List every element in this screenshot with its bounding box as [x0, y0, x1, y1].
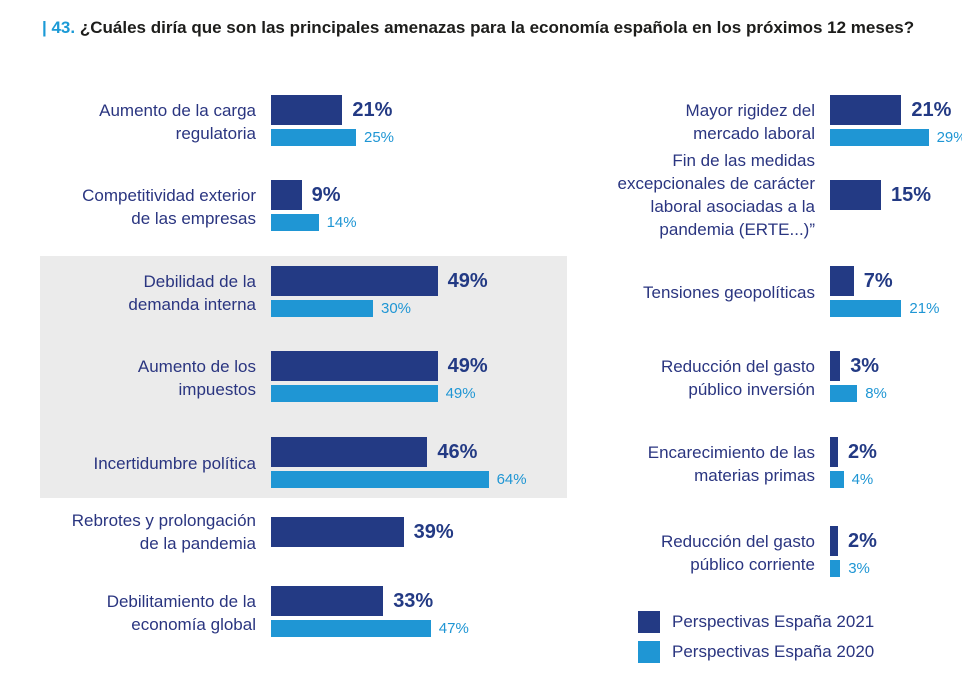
bar-2020: [830, 560, 841, 577]
value-label-2021: 15%: [891, 184, 932, 206]
bar-2021: [830, 437, 838, 467]
bar-2020: [271, 214, 319, 231]
bar-2020: [830, 385, 858, 402]
bar-2020: [271, 300, 373, 317]
bar-2020: [271, 385, 438, 402]
legend-label-2021: Perspectivas España 2021: [672, 612, 875, 631]
bar-2021: [830, 351, 841, 381]
bar-2021: [271, 95, 343, 125]
chart-title-text: ¿Cuáles diría que son las principales am…: [79, 18, 915, 37]
value-label-2021: 33%: [393, 590, 434, 612]
value-label-2021: 2%: [848, 530, 877, 552]
bar-2021: [271, 437, 428, 467]
category-label: Aumento de los impuestos: [137, 356, 256, 399]
value-label-2020: 3%: [848, 560, 870, 577]
chart-title: | 43. ¿Cuáles diría que son las principa…: [42, 16, 942, 39]
category-label: Reducción del gasto público corriente: [660, 531, 815, 574]
bar-2020: [271, 471, 489, 488]
value-label-2020: 30%: [381, 300, 412, 317]
bar-2021: [830, 95, 902, 125]
bar-2021: [271, 351, 438, 381]
category-label: Competitividad exterior de las empresas: [82, 185, 256, 228]
category-label: Tensiones geopolíticas: [642, 283, 815, 302]
value-label-2021: 21%: [911, 99, 952, 121]
bar-2021: [830, 526, 838, 556]
legend-swatch-2020: [638, 641, 660, 663]
value-label-2020: 29%: [936, 129, 962, 146]
legend-label-2020: Perspectivas España 2020: [672, 642, 875, 661]
value-label-2021: 2%: [848, 441, 877, 463]
value-label-2021: 9%: [311, 184, 341, 206]
bar-2021: [830, 180, 881, 210]
value-label-2021: 49%: [447, 355, 488, 377]
legend-swatch-2021: [638, 611, 660, 633]
bar-2020: [271, 620, 431, 637]
category-label: Aumento de la carga regulatoria: [99, 100, 256, 143]
bar-2021: [271, 266, 438, 296]
bar-2020: [271, 129, 356, 146]
chart-number: | 43.: [42, 18, 76, 37]
value-label-2020: 47%: [438, 620, 469, 637]
value-label-2021: 3%: [850, 355, 880, 377]
value-label-2021: 7%: [863, 270, 893, 292]
value-label-2020: 14%: [326, 214, 357, 231]
value-label-2021: 49%: [447, 270, 488, 292]
category-label: Encarecimiento de las materias primas: [647, 442, 815, 485]
category-label: Incertidumbre política: [93, 454, 256, 473]
category-label: Rebrotes y prolongación de la pandemia: [71, 511, 256, 553]
value-label-2020: 25%: [364, 129, 395, 146]
value-label-2020: 21%: [909, 300, 940, 317]
bar-2020: [830, 471, 844, 488]
bar-2020: [830, 129, 929, 146]
bar-2021: [271, 517, 404, 547]
value-label-2020: 4%: [851, 471, 874, 488]
bar-2020: [830, 300, 902, 317]
value-label-2020: 64%: [496, 471, 527, 488]
category-label: Fin de las medidas excepcionales de cará…: [617, 151, 815, 239]
value-label-2020: 49%: [445, 385, 476, 402]
category-label: Debilidad de la demanda interna: [128, 271, 256, 314]
value-label-2021: 21%: [352, 99, 393, 121]
category-label: Reducción del gasto público inversión: [660, 356, 815, 399]
bar-2021: [830, 266, 854, 296]
value-label-2021: 46%: [437, 441, 478, 463]
category-label: Debilitamiento de la economía global: [106, 591, 256, 634]
value-label-2020: 8%: [865, 385, 887, 402]
category-label: Mayor rigidez del mercado laboral: [685, 100, 815, 143]
bar-2021: [271, 586, 384, 616]
bar-2021: [271, 180, 302, 210]
value-label-2021: 39%: [413, 521, 454, 543]
